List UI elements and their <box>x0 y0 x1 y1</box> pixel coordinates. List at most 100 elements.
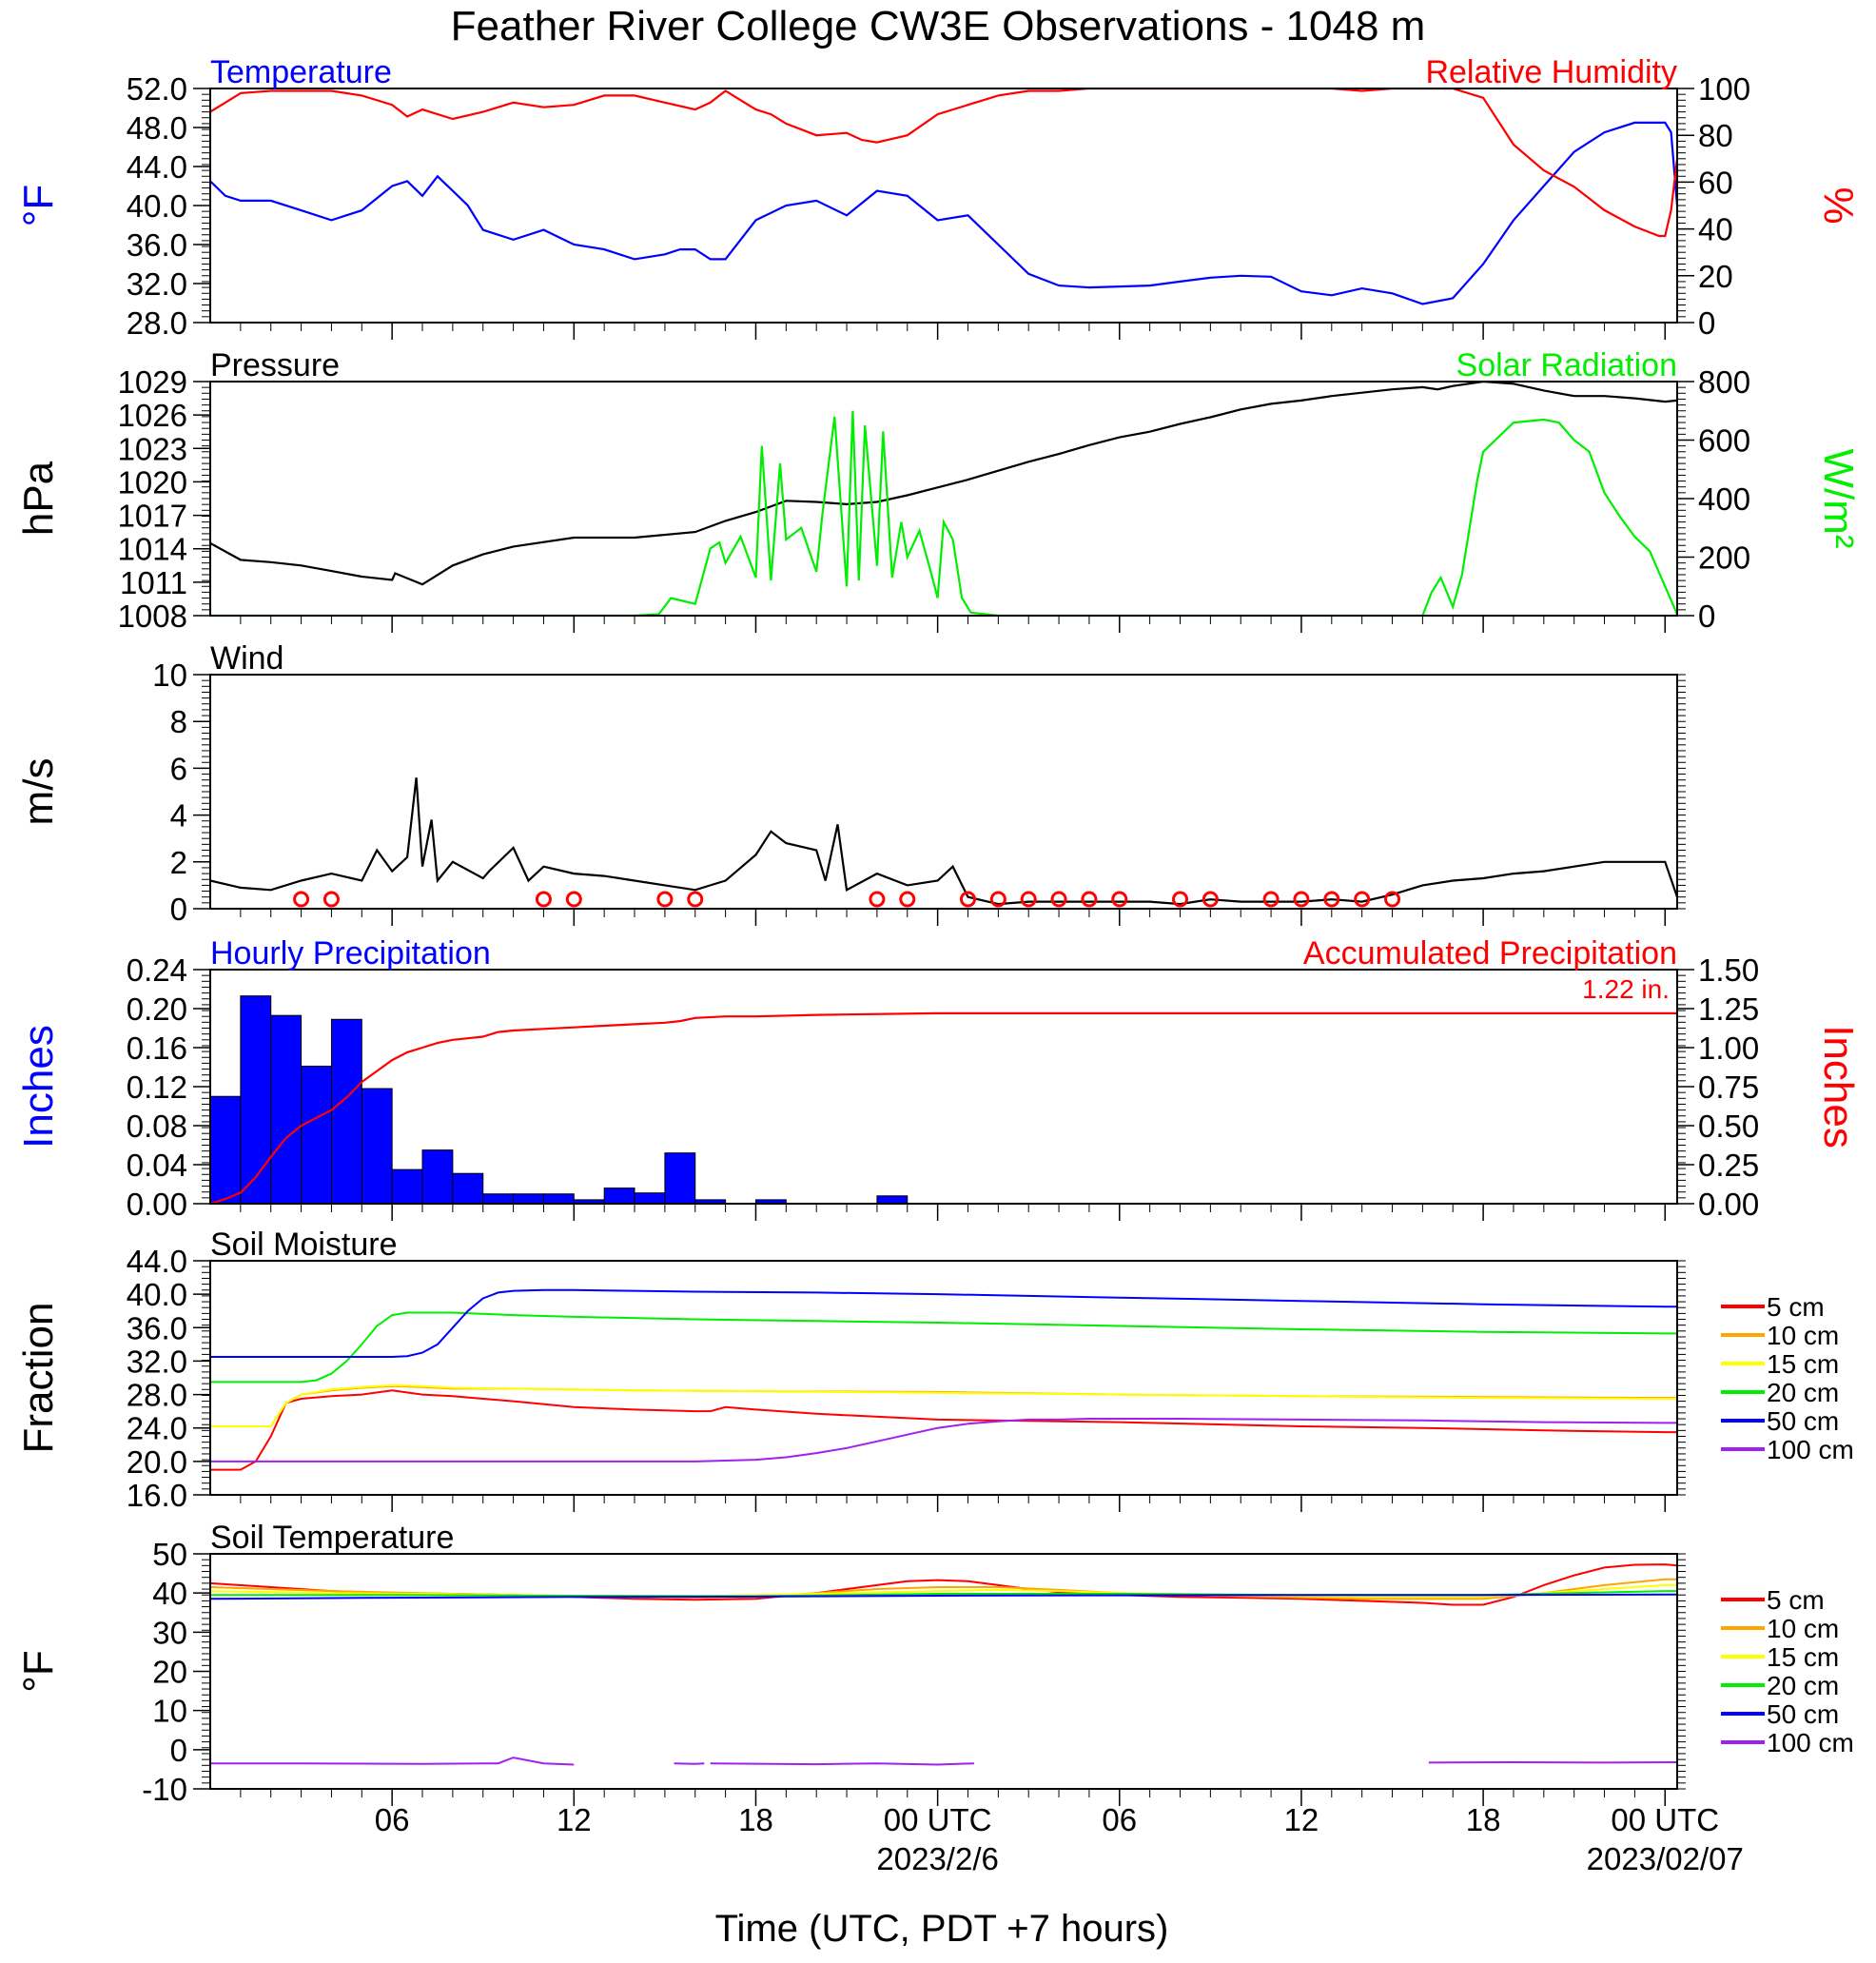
x-tick-label: 00 UTC <box>1611 1802 1719 1837</box>
y-tick-label-left: 0.20 <box>127 991 187 1027</box>
precip-bar <box>302 1066 332 1204</box>
y-tick-label-left: 1008 <box>118 599 187 634</box>
legend-label: 20 cm <box>1767 1378 1839 1407</box>
precip-bar <box>877 1196 908 1204</box>
x-tick-label: 00 UTC <box>884 1802 992 1837</box>
x-tick-date-label: 2023/02/07 <box>1587 1841 1744 1876</box>
y-tick-label-left: 20 <box>152 1655 187 1690</box>
y-tick-label-left: 44.0 <box>127 149 187 185</box>
precip-bar <box>271 1015 302 1204</box>
accum-total-label: 1.22 in. <box>1582 974 1670 1004</box>
y-tick-label-left: 40 <box>152 1576 187 1611</box>
y-tick-label-right: 1.50 <box>1698 952 1759 988</box>
precip-bar <box>362 1089 392 1204</box>
x-tick-label: 18 <box>1466 1802 1501 1837</box>
y-tick-label-left: 0.16 <box>127 1031 187 1066</box>
panel-title-left: Soil Moisture <box>210 1227 398 1263</box>
precip-bar <box>635 1193 665 1204</box>
x-tick-label: 18 <box>738 1802 773 1837</box>
y-tick-label-left: 36.0 <box>127 1310 187 1345</box>
y-tick-label-left: 2 <box>170 845 187 880</box>
y-tick-label-left: 8 <box>170 704 187 739</box>
y-tick-label-left: 1026 <box>118 398 187 433</box>
precip-bar <box>392 1169 422 1204</box>
legend-label: 50 cm <box>1767 1699 1839 1729</box>
y-tick-label-left: 40.0 <box>127 1277 187 1312</box>
precip-bar <box>422 1150 453 1204</box>
legend-label: 15 cm <box>1767 1642 1839 1672</box>
precip-bar <box>604 1188 635 1204</box>
figure-title: Feather River College CW3E Observations … <box>451 3 1426 49</box>
y-unit-left: Inches <box>15 1025 62 1148</box>
precip-bar <box>665 1153 695 1204</box>
y-unit-left: °F <box>15 1650 62 1692</box>
y-tick-label-right: 60 <box>1698 165 1733 200</box>
y-tick-label-left: 0 <box>170 1733 187 1768</box>
y-tick-label-left: 16.0 <box>127 1478 187 1513</box>
legend-label: 100 cm <box>1767 1728 1854 1757</box>
y-tick-label-right: 0.75 <box>1698 1070 1759 1105</box>
y-tick-label-left: 1014 <box>118 532 187 567</box>
y-tick-label-right: 40 <box>1698 212 1733 247</box>
precip-bar <box>514 1194 544 1204</box>
y-tick-label-right: 600 <box>1698 423 1750 459</box>
legend-label: 5 cm <box>1767 1585 1825 1615</box>
y-tick-label-left: 32.0 <box>127 266 187 302</box>
y-tick-label-left: 1011 <box>120 565 187 600</box>
y-tick-label-left: 32.0 <box>127 1344 187 1379</box>
y-tick-label-right: 200 <box>1698 540 1750 576</box>
legend-label: 15 cm <box>1767 1349 1839 1379</box>
y-tick-label-left: 40.0 <box>127 188 187 224</box>
y-tick-label-right: 80 <box>1698 118 1733 153</box>
y-unit-right: Inches <box>1815 1025 1862 1148</box>
y-tick-label-left: 10 <box>152 658 187 693</box>
y-tick-label-right: 1.00 <box>1698 1031 1759 1066</box>
panel-title-right: Relative Humidity <box>1425 54 1677 90</box>
y-tick-label-left: 1017 <box>118 499 187 534</box>
y-unit-right: W/m² <box>1815 448 1862 548</box>
y-tick-label-left: 0.00 <box>127 1187 187 1222</box>
y-tick-label-left: 0.24 <box>127 952 187 988</box>
legend-label: 20 cm <box>1767 1671 1839 1700</box>
y-tick-label-left: -10 <box>142 1772 187 1807</box>
y-unit-left: m/s <box>15 758 62 826</box>
x-axis-label: Time (UTC, PDT +7 hours) <box>715 1908 1169 1950</box>
legend-label: 50 cm <box>1767 1406 1839 1436</box>
y-tick-label-right: 0.00 <box>1698 1187 1759 1222</box>
y-tick-label-left: 24.0 <box>127 1411 187 1446</box>
y-tick-label-left: 0.08 <box>127 1109 187 1144</box>
y-tick-label-left: 0.04 <box>127 1148 187 1183</box>
y-tick-label-left: 4 <box>170 798 187 834</box>
panel-title-left: Wind <box>210 640 283 677</box>
x-tick-label: 12 <box>557 1802 592 1837</box>
y-tick-label-left: 0 <box>170 892 187 927</box>
legend-label: 5 cm <box>1767 1292 1825 1322</box>
panel-title-right: Solar Radiation <box>1456 347 1677 383</box>
y-unit-left: Fraction <box>15 1303 62 1454</box>
legend-label: 10 cm <box>1767 1614 1839 1643</box>
y-tick-label-left: 1020 <box>118 464 187 500</box>
panel-title-left: Soil Temperature <box>210 1520 454 1556</box>
y-tick-label-left: 36.0 <box>127 227 187 263</box>
y-tick-label-left: 0.12 <box>127 1070 187 1105</box>
y-tick-label-right: 400 <box>1698 481 1750 517</box>
y-tick-label-left: 48.0 <box>127 110 187 146</box>
y-tick-label-left: 10 <box>152 1694 187 1729</box>
y-unit-left: °F <box>15 185 62 226</box>
y-tick-label-right: 0.50 <box>1698 1109 1759 1144</box>
y-tick-label-left: 52.0 <box>127 71 187 107</box>
y-unit-left: hPa <box>15 461 62 536</box>
y-tick-label-right: 1.25 <box>1698 991 1759 1027</box>
precip-bar <box>543 1194 574 1204</box>
y-tick-label-left: 1023 <box>118 431 187 466</box>
y-tick-label-left: 50 <box>152 1537 187 1572</box>
y-tick-label-left: 44.0 <box>127 1244 187 1279</box>
x-tick-label: 06 <box>375 1802 410 1837</box>
x-tick-label: 06 <box>1102 1802 1137 1837</box>
legend-label: 10 cm <box>1767 1321 1839 1350</box>
y-tick-label-right: 0 <box>1698 599 1715 634</box>
precip-bar <box>210 1096 241 1204</box>
panel-title-left: Temperature <box>210 54 392 90</box>
